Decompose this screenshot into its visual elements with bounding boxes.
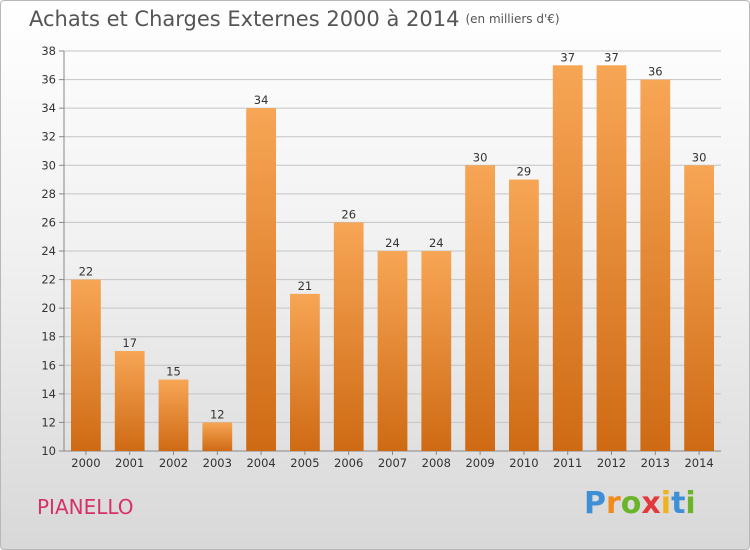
y-tick-label: 18 bbox=[41, 330, 56, 344]
logo-letter: i bbox=[685, 486, 696, 521]
x-tick-label-2001: 2001 bbox=[115, 456, 144, 470]
logo-letter: i bbox=[660, 486, 672, 521]
logo-letter: r bbox=[606, 486, 621, 521]
y-tick-label: 38 bbox=[41, 44, 56, 58]
value-label-2001: 17 bbox=[122, 336, 137, 350]
logo-letter: o bbox=[620, 486, 642, 521]
value-label-2008: 24 bbox=[429, 236, 444, 250]
y-tick-label: 32 bbox=[41, 130, 56, 144]
y-tick-label: 36 bbox=[41, 73, 56, 87]
logo-letter: t bbox=[671, 486, 686, 521]
bar-2013 bbox=[640, 79, 671, 452]
city-name: PIANELLO bbox=[37, 495, 134, 519]
bar-2011 bbox=[552, 65, 583, 452]
value-label-2003: 12 bbox=[210, 407, 225, 421]
x-tick-label-2002: 2002 bbox=[159, 456, 188, 470]
y-tick-label: 14 bbox=[41, 387, 56, 401]
bar-2009 bbox=[465, 165, 495, 452]
value-label-2000: 22 bbox=[79, 265, 94, 279]
y-tick-label: 26 bbox=[41, 215, 56, 229]
x-tick-label-2004: 2004 bbox=[246, 456, 275, 470]
chart-title-text: Achats et Charges Externes 2000 à 2014 bbox=[29, 7, 460, 31]
logo-letter: x bbox=[641, 486, 661, 521]
bar-2007 bbox=[377, 251, 408, 451]
value-label-2004: 34 bbox=[254, 93, 269, 107]
value-label-2005: 21 bbox=[298, 279, 313, 293]
x-tick-label-2009: 2009 bbox=[465, 456, 494, 470]
x-tick-label-2010: 2010 bbox=[509, 456, 538, 470]
value-label-2014: 30 bbox=[692, 150, 707, 164]
y-tick-label: 24 bbox=[41, 244, 56, 258]
bar-2012 bbox=[596, 65, 627, 452]
x-tick-label-2006: 2006 bbox=[334, 456, 363, 470]
y-tick-label: 20 bbox=[41, 301, 56, 315]
y-tick-label: 10 bbox=[41, 444, 56, 458]
y-tick-label: 34 bbox=[41, 101, 56, 115]
value-label-2012: 37 bbox=[604, 50, 619, 64]
x-tick-label-2000: 2000 bbox=[71, 456, 100, 470]
value-label-2011: 37 bbox=[560, 50, 575, 64]
x-tick-label-2008: 2008 bbox=[422, 456, 451, 470]
bar-2001 bbox=[114, 351, 145, 451]
x-tick-label-2014: 2014 bbox=[684, 456, 713, 470]
logo-letter: P bbox=[584, 486, 606, 521]
bar-2004 bbox=[246, 108, 276, 452]
x-tick-label-2011: 2011 bbox=[553, 456, 582, 470]
bar-2010 bbox=[509, 179, 539, 452]
bars bbox=[71, 65, 714, 452]
x-tick-label-2003: 2003 bbox=[203, 456, 232, 470]
value-label-2002: 15 bbox=[166, 365, 181, 379]
bar-2014 bbox=[684, 165, 714, 452]
y-tick-label: 28 bbox=[41, 187, 56, 201]
bar-2006 bbox=[333, 222, 364, 451]
bar-2008 bbox=[421, 251, 452, 451]
value-label-2007: 24 bbox=[385, 236, 400, 250]
y-tick-label: 22 bbox=[41, 273, 56, 287]
x-tick-label-2012: 2012 bbox=[597, 456, 626, 470]
x-tick-label-2013: 2013 bbox=[641, 456, 670, 470]
value-label-2010: 29 bbox=[517, 165, 532, 179]
bar-2002 bbox=[158, 379, 189, 451]
proxiti-logo: Proxiti bbox=[584, 486, 696, 521]
value-label-2013: 36 bbox=[648, 65, 663, 79]
value-label-2006: 26 bbox=[341, 207, 356, 221]
chart-unit: (en milliers d'€) bbox=[465, 12, 560, 26]
x-tick-label-2007: 2007 bbox=[378, 456, 407, 470]
value-label-2009: 30 bbox=[473, 150, 488, 164]
y-tick-label: 12 bbox=[41, 415, 56, 429]
y-tick-label: 30 bbox=[41, 158, 56, 172]
x-tick-label-2005: 2005 bbox=[290, 456, 319, 470]
bar-2003 bbox=[202, 422, 233, 451]
chart-title: Achats et Charges Externes 2000 à 2014 (e… bbox=[29, 7, 560, 31]
value-labels: 22 17 15 12 34 21 26 24 24 30 29 37 37 36 30 bbox=[79, 50, 707, 421]
bar-2005 bbox=[290, 293, 320, 451]
bar-2000 bbox=[71, 279, 101, 451]
y-tick-label: 16 bbox=[41, 358, 56, 372]
